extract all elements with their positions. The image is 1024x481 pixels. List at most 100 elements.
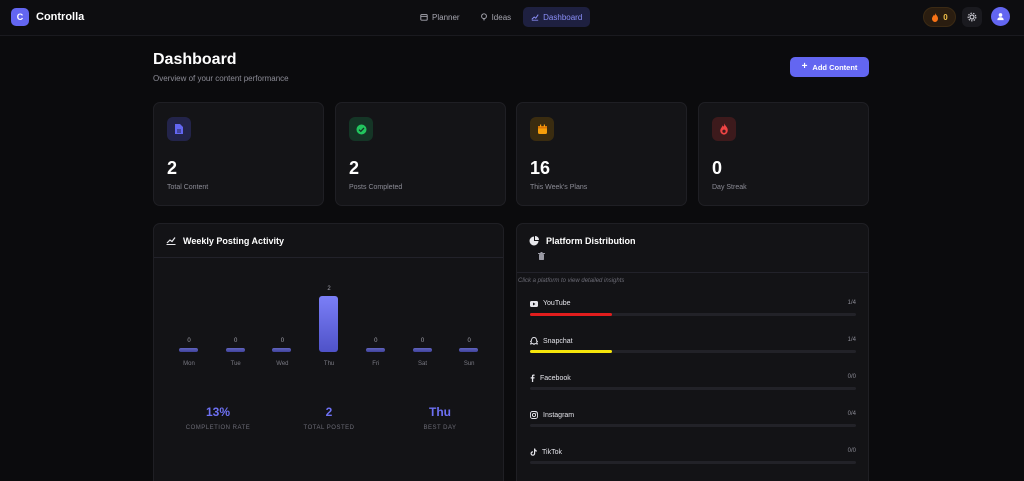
platform-count: 0/4	[847, 411, 856, 417]
add-content-button[interactable]: + Add Content	[790, 57, 869, 77]
chart-bar-fri	[365, 348, 385, 352]
check-circle-icon	[349, 117, 373, 141]
flame-icon	[932, 12, 939, 22]
best-day-value: Thu	[429, 405, 451, 419]
stat-value: 16	[530, 158, 551, 178]
platform-distribution-title: Platform Distribution	[546, 236, 636, 246]
trash-icon[interactable]	[538, 252, 545, 260]
flame-icon	[712, 117, 736, 141]
total-posted-value: 2	[325, 405, 333, 419]
nav-dashboard[interactable]: Dashboard	[523, 7, 591, 27]
chart-data-label: 0	[280, 338, 285, 344]
main-nav: Planner Ideas Dashboard	[412, 7, 591, 27]
stat-card-total-content: 2 Total Content	[153, 102, 324, 206]
chart-data-label: 0	[467, 338, 471, 344]
plus-icon: +	[801, 61, 808, 72]
nav-planner[interactable]: Planner	[412, 7, 468, 27]
page-subtitle: Overview of your content performance	[153, 74, 289, 83]
platform-hint: Click a platform to view detailed insigh…	[518, 278, 625, 284]
platform-item-snapchat[interactable]: Snapchat 1/4	[530, 337, 856, 357]
platform-name: YouTube	[543, 300, 571, 307]
pie-chart-icon	[529, 236, 539, 246]
platform-progress-track	[530, 313, 856, 316]
chart-category-label: Fri	[372, 361, 380, 367]
completion-rate-value: 13%	[205, 405, 231, 419]
total-posted-label: TOTAL POSTED	[303, 425, 355, 431]
chart-line-icon	[166, 237, 176, 245]
platform-count: 1/4	[847, 300, 856, 306]
platform-name-row: Snapchat	[530, 337, 573, 345]
chart-data-label: 2	[327, 286, 331, 292]
platform-progress-track	[530, 461, 856, 464]
chart-data-label: 0	[374, 338, 378, 344]
tiktok-icon	[530, 448, 537, 456]
platform-item-instagram[interactable]: Instagram 0/4	[530, 411, 856, 431]
nav-label: Dashboard	[543, 12, 583, 22]
platform-progress-fill	[530, 313, 612, 316]
weekly-bar-chart: 0 Mon 0 Tue 0 Wed 2 Thu 0 Fri 0 Sat 0 Sun	[154, 259, 504, 379]
add-content-label: Add Content	[812, 62, 858, 72]
chart-bar-tue	[225, 348, 245, 352]
nav-label: Planner	[432, 12, 460, 22]
stat-card-posts-completed: 2 Posts Completed	[335, 102, 506, 206]
platform-progress-track	[530, 424, 856, 427]
platform-name: Instagram	[543, 411, 575, 419]
chart-category-label: Wed	[276, 361, 289, 367]
chart-data-label: 0	[187, 338, 191, 344]
streak-count: 0	[943, 12, 948, 22]
platform-distribution-header: Platform Distribution	[517, 224, 868, 273]
streak-badge[interactable]: 0	[923, 7, 956, 27]
stat-label: Day Streak	[712, 184, 747, 191]
nav-ideas[interactable]: Ideas	[472, 7, 520, 27]
chart-bar-sun	[459, 348, 479, 352]
chart-data-label: 0	[234, 338, 238, 344]
chart-category-label: Sun	[463, 361, 475, 367]
settings-button[interactable]	[962, 7, 982, 27]
document-icon	[167, 117, 191, 141]
platform-progress-fill	[530, 350, 612, 353]
brand-logo: C	[11, 8, 29, 26]
weekly-activity-panel: Weekly Posting Activity 0 Mon 0 Tue 0 Wed 2 Thu…	[153, 223, 504, 481]
stat-label: Total Content	[167, 184, 209, 191]
chart-category-label: Tue	[230, 361, 241, 367]
platform-name-row: Instagram	[530, 411, 574, 419]
platform-name-row: Facebook	[530, 374, 571, 382]
chart-bar-thu	[319, 296, 339, 352]
stat-label: Posts Completed	[349, 184, 403, 191]
platform-title-row: Platform Distribution	[529, 236, 636, 246]
calendar-icon	[530, 117, 554, 141]
chart-line-icon	[531, 14, 539, 21]
platform-count: 1/4	[847, 337, 856, 343]
platform-progress-track	[530, 350, 856, 353]
platform-name-row: YouTube	[530, 300, 571, 307]
gear-icon	[967, 12, 977, 22]
chart-category-label: Thu	[323, 361, 335, 367]
platform-name: Snapchat	[543, 337, 573, 345]
platform-item-tiktok[interactable]: TikTok 0/0	[530, 448, 856, 468]
chart-bar-mon	[179, 348, 198, 352]
app-name: Controlla	[36, 11, 85, 23]
user-avatar[interactable]	[991, 7, 1010, 26]
nav-label: Ideas	[491, 12, 512, 22]
platform-count: 0/0	[847, 374, 856, 380]
platform-item-facebook[interactable]: Facebook 0/0	[530, 374, 856, 394]
weekly-activity-title: Weekly Posting Activity	[183, 235, 285, 246]
platform-name: Facebook	[540, 374, 571, 382]
platform-item-youtube[interactable]: YouTube 1/4	[530, 300, 856, 320]
chart-category-label: Mon	[183, 361, 195, 367]
platform-name-row: TikTok	[530, 448, 562, 456]
weekly-activity-header: Weekly Posting Activity	[154, 224, 503, 258]
brand[interactable]: C Controlla	[11, 8, 84, 26]
user-icon	[997, 13, 1004, 21]
stat-value: 2	[349, 158, 360, 178]
instagram-icon	[530, 411, 538, 419]
stat-value: 2	[167, 158, 178, 178]
lightbulb-icon	[480, 13, 487, 21]
stat-card-day-streak: 0 Day Streak	[698, 102, 869, 206]
completion-rate-label: COMPLETION RATE	[185, 425, 251, 431]
chart-data-label: 0	[420, 338, 425, 344]
page-title: Dashboard	[153, 51, 237, 68]
chart-category-label: Sat	[417, 361, 427, 367]
top-bar: C Controlla Planner Ideas Dashboard 0	[0, 0, 1024, 36]
stat-label: This Week's Plans	[530, 184, 588, 191]
